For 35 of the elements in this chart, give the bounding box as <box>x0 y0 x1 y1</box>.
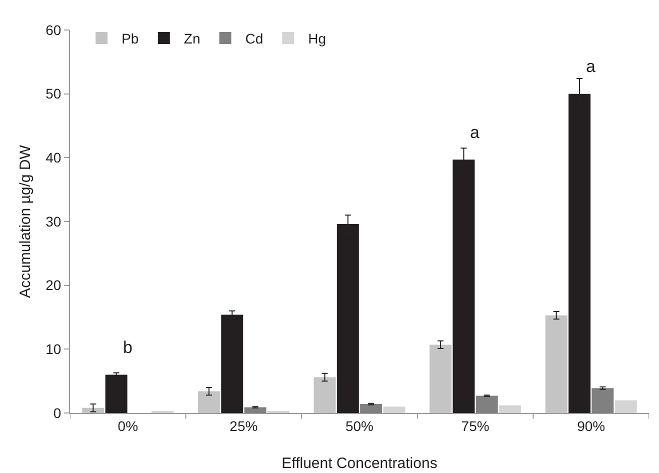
y-tick-label: 10 <box>46 341 62 358</box>
bar <box>244 407 266 413</box>
x-tick-label: 50% <box>345 418 374 434</box>
legend-label: Hg <box>308 30 326 46</box>
bar <box>383 406 406 413</box>
annotation: b <box>123 338 132 357</box>
annotation: a <box>470 123 480 142</box>
bar <box>592 388 614 413</box>
x-tick-label: 0% <box>118 418 138 434</box>
bar <box>221 314 244 413</box>
x-tick-label: 90% <box>577 418 606 434</box>
bar <box>545 315 568 413</box>
x-axis-title: Effluent Concentrations <box>282 455 438 472</box>
y-tick-label: 60 <box>46 22 62 38</box>
bar <box>476 396 498 413</box>
bar <box>314 377 336 413</box>
bar <box>499 405 522 413</box>
legend-label: Pb <box>122 30 139 46</box>
bar <box>360 404 382 413</box>
legend-label: Zn <box>184 30 200 46</box>
x-tick-label: 25% <box>230 418 258 434</box>
y-tick-label: 20 <box>46 277 62 294</box>
legend-label: Cd <box>245 30 264 46</box>
y-tick-label: 50 <box>46 86 62 102</box>
y-tick-label: 30 <box>46 213 62 230</box>
x-tick-label: 75% <box>461 418 490 434</box>
annotation: a <box>586 57 596 76</box>
bar <box>105 374 128 413</box>
y-tick-label: 0 <box>53 404 62 421</box>
bar <box>430 344 452 413</box>
y-tick-label: 40 <box>46 150 62 166</box>
bar <box>82 408 104 413</box>
bar <box>614 400 637 413</box>
y-axis-title: Accumulation µg/g DW <box>17 144 34 298</box>
bar <box>198 391 220 413</box>
